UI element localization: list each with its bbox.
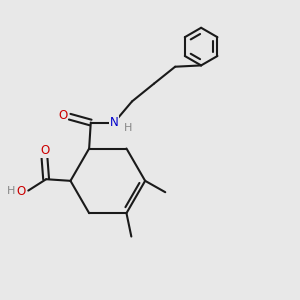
Text: H: H <box>124 123 132 134</box>
Text: O: O <box>16 185 26 198</box>
Text: N: N <box>110 116 118 129</box>
Text: H: H <box>7 186 16 196</box>
Text: O: O <box>40 145 49 158</box>
Text: O: O <box>58 109 67 122</box>
